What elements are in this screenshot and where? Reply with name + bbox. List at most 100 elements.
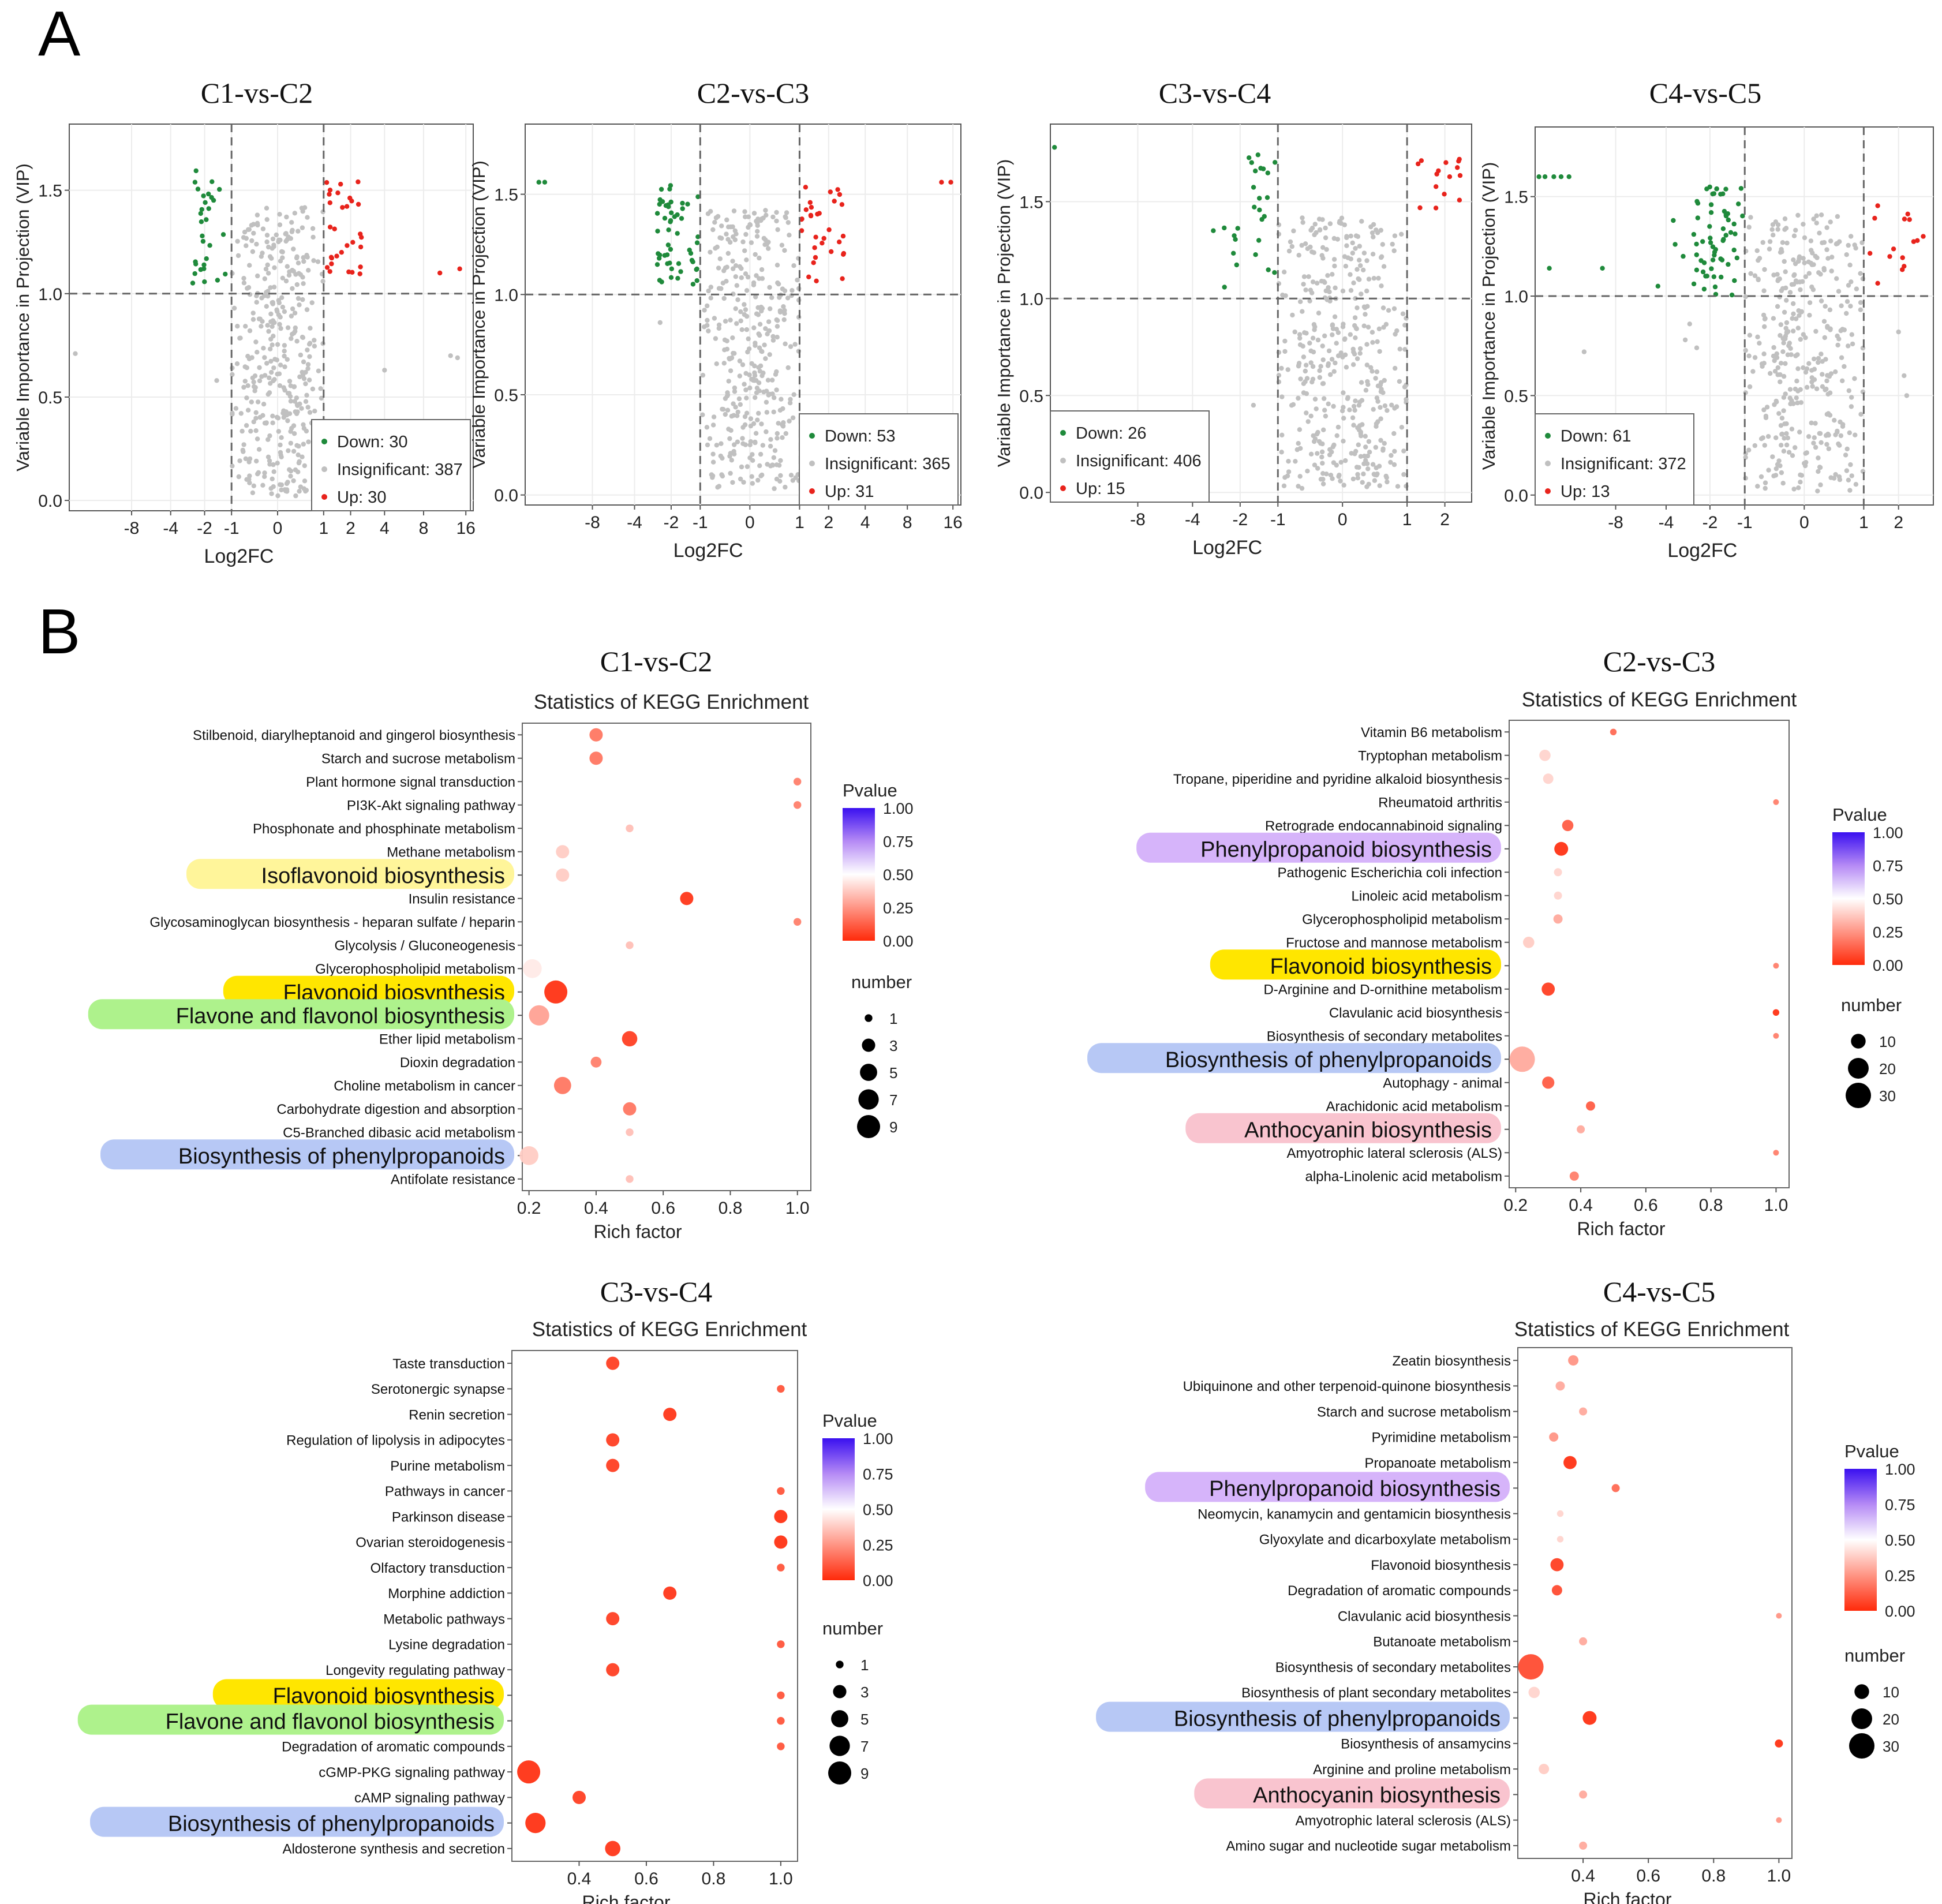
scatter-point [350,240,356,245]
scatter-point [1291,228,1296,234]
y-tick-label: 0.5 [38,388,62,407]
pathway-label: Anthocyanin biosynthesis [1253,1783,1501,1808]
pathway-label: Glyoxylate and dicarboxylate metabolism [1259,1532,1511,1548]
scatter-point [1779,470,1784,476]
scatter-point [536,179,541,185]
bubble [589,728,603,742]
scatter-point [274,307,279,312]
bubble [529,1005,549,1026]
x-tick-label: 1 [795,513,805,532]
x-tick-label: 2 [346,519,356,538]
size-legend-bubble [862,1038,875,1052]
x-tick-label: 0 [1799,513,1809,532]
scatter-point [1813,328,1818,334]
bubble [1773,799,1779,805]
x-tick-label: 1.0 [1764,1196,1788,1215]
scatter-point [294,395,300,401]
scatter-point [1795,212,1801,218]
scatter-point [278,237,283,243]
scatter-point [1354,465,1360,470]
scatter-point [306,439,311,444]
scatter-point [783,215,788,220]
scatter-point [774,263,780,268]
scatter-point [1323,225,1328,231]
scatter-point [266,328,271,334]
scatter-point [662,253,668,258]
size-legend-bubble [836,1660,844,1669]
scatter-point [1419,158,1424,163]
scatter-point [733,263,739,268]
scatter-point [1771,233,1776,238]
pathway-label: Biosynthesis of ansamycins [1341,1737,1511,1752]
scatter-point [1351,422,1356,428]
scatter-point [262,474,267,479]
bubble [1563,1456,1577,1469]
scatter-point [812,245,817,250]
scatter-point [1350,415,1356,420]
scatter-point [770,338,776,343]
scatter-point [1767,246,1772,252]
bubble [1579,1407,1588,1416]
scatter-point [264,217,270,222]
scatter-point [1760,240,1765,245]
scatter-point [1315,466,1320,471]
scatter-point [710,422,716,428]
scatter-point [259,324,264,329]
pathway-label: Anthocyanin biosynthesis [1244,1118,1492,1142]
scatter-point [654,262,660,267]
scatter-point [1701,286,1707,292]
scatter-point [791,263,796,268]
scatter-point [1331,369,1337,374]
scatter-point [272,265,277,270]
scatter-point [1761,351,1767,357]
scatter-point [201,193,206,199]
scatter-point [1791,487,1797,492]
size-legend-title: number [1844,1645,1905,1666]
scatter-point [751,280,757,286]
x-tick-label: -2 [1232,510,1248,529]
scatter-point [301,426,307,431]
legend-label: Insignificant: 406 [1076,452,1202,470]
scatter-point [241,276,246,281]
size-legend-bubble [831,1710,848,1727]
scatter-point [339,250,344,255]
bubble [622,1031,638,1047]
scatter-point [813,234,818,240]
scatter-point [1358,454,1364,459]
scatter-point [1327,221,1333,226]
scatter-point [1743,347,1748,353]
scatter-point [715,485,720,490]
scatter-point [1743,294,1748,300]
scatter-point [253,410,259,416]
scatter-point [265,271,271,276]
scatter-point [209,194,214,200]
scatter-point [290,306,295,312]
x-tick-label: 0.8 [719,1199,743,1218]
pathway-label: Antifolate resistance [391,1172,515,1187]
scatter-point [356,179,361,185]
scatter-point [788,344,794,349]
scatter-point [1326,348,1332,354]
scatter-point [1704,186,1709,192]
scatter-point [1789,427,1795,432]
scatter-point [1778,423,1784,428]
scatter-point [1814,220,1819,226]
scatter-point [1338,478,1343,484]
scatter-point [1364,342,1369,347]
scatter-point [1915,238,1920,243]
scatter-point [1834,276,1839,281]
scatter-point [1357,346,1363,351]
scatter-point [1300,343,1305,349]
scatter-point [751,325,757,331]
scatter-point [1375,419,1380,424]
scatter-point [695,234,701,240]
legend-marker [1060,430,1066,436]
scatter-point [1320,217,1325,222]
scatter-point [735,297,740,302]
plot-frame [522,723,811,1191]
scatter-point [685,201,690,207]
scatter-point [264,361,270,366]
bubble [777,1716,785,1725]
scatter-point [783,431,789,436]
scatter-point [768,306,773,312]
